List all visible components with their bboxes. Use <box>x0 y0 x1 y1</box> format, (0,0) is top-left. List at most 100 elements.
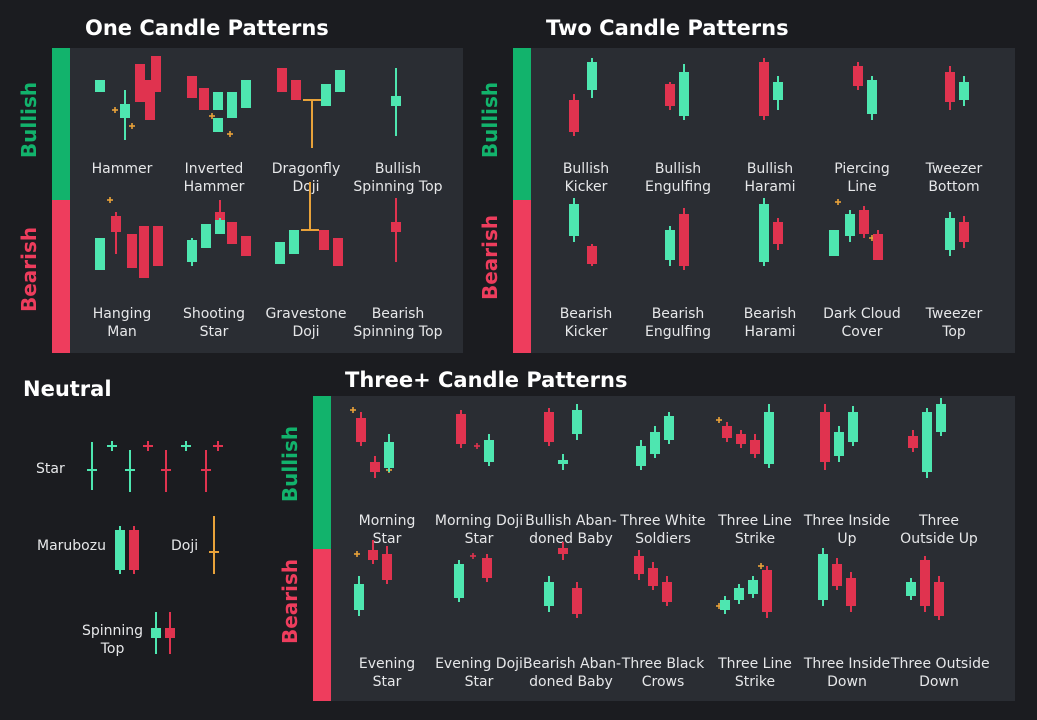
two-bearish-bearish-kicker-candle <box>569 198 579 242</box>
one-bearish-hanging-man-candle <box>111 212 121 254</box>
one-bullish-bullish-spinning-top-label: Bullish Spinning Top <box>353 161 443 195</box>
two-bearish-dark-cloud-cover-label: Dark Cloud Cover <box>823 306 901 340</box>
neutral-star-marker <box>213 441 223 451</box>
one-bullish-dragonfly-doji-candle <box>335 70 345 92</box>
neutral-candle <box>165 612 175 654</box>
three-bullish-morning-doji-star-candle <box>456 410 466 448</box>
three-bullish-morning-doji-star-label: Morning Doji Star <box>434 513 524 547</box>
neutral-candle <box>151 612 161 654</box>
one-bearish-hanging-man-label: Hanging Man <box>92 306 152 340</box>
three-bearish-three-black-crows-candle <box>648 562 658 590</box>
one-bullish-hammer-candle <box>135 64 145 102</box>
one-bearish-gravestone-doji-candle <box>301 182 319 231</box>
three-bearish-evening-star-label: Evening Star <box>358 656 416 690</box>
two-bullish-bullish-kicker-candle <box>587 58 597 98</box>
two-bearish-dark-cloud-cover-icon <box>829 199 883 260</box>
two-bearish-dark-cloud-cover-candle <box>845 210 855 242</box>
three-bearish-three-black-crows-candle <box>662 576 672 606</box>
three-bullish-morning-star-star-marker <box>350 407 356 413</box>
one-bullish-inverted-hammer-star-marker <box>209 113 215 119</box>
three-bearish-evening-doji-star-icon <box>454 553 492 602</box>
three-bearish-evening-doji-star-candle <box>454 560 464 602</box>
three-bullish-morning-star-candle <box>370 456 380 478</box>
two-bullish-bullish-engulfing-icon <box>665 64 689 120</box>
three-bullish-morning-star-label: Morning Star <box>358 513 416 547</box>
two-bullish-label: Bullish <box>478 81 502 159</box>
two-bullish-tweezer-bottom-candle <box>945 66 955 110</box>
one-bullish-dragonfly-doji-candle <box>277 68 287 92</box>
three-bullish-three-white-soldiers-label: Three White Soldiers <box>620 513 706 547</box>
three-bearish-three-line-strike-candle <box>762 566 772 618</box>
three-bullish-three-inside-up-icon <box>820 404 858 470</box>
one-candle-title: One Candle Patterns <box>85 16 329 40</box>
three-bullish-three-outside-up-icon <box>908 398 946 478</box>
one-bullish-dragonfly-doji-icon <box>277 68 345 148</box>
three-bearish-bearish-aban-doned-baby-candle <box>558 542 568 560</box>
one-bearish-band <box>52 200 70 353</box>
two-bearish-bearish-harami-candle <box>773 218 783 250</box>
three-bullish-three-inside-up-candle <box>848 406 858 446</box>
three-bearish-three-inside-down-icon <box>818 548 856 612</box>
one-bearish-shooting-star-label: Shooting Star <box>182 306 246 340</box>
neutral-star-marker <box>107 441 117 451</box>
three-bearish-three-line-strike-star-marker <box>758 563 764 569</box>
three-bearish-three-inside-down-candle <box>818 548 828 606</box>
one-bullish-hammer-candle <box>120 90 130 140</box>
neutral-star-label: Star <box>36 461 65 477</box>
two-bearish-dark-cloud-cover-candle <box>873 230 883 260</box>
one-bullish-hammer-icon <box>95 56 161 140</box>
one-bearish-gravestone-doji-label: Gravestone Doji <box>265 306 347 340</box>
one-bullish-dragonfly-doji-label: Dragonfly Doji <box>271 161 341 195</box>
one-bullish-hammer-star-marker <box>112 107 118 113</box>
one-bearish-gravestone-doji-candle <box>333 238 343 266</box>
one-bearish-gravestone-doji-candle <box>275 242 285 264</box>
three-bullish-three-outside-up-label: Three Outside Up <box>900 513 978 547</box>
three-bearish-three-black-crows-icon <box>634 550 672 606</box>
one-bearish-hanging-man-candle <box>95 238 105 270</box>
one-bullish-inverted-hammer-label: Inverted Hammer <box>183 161 245 195</box>
two-bearish-bearish-engulfing-label: Bearish Engulfing <box>645 306 711 340</box>
three-bearish-three-inside-down-candle <box>846 572 856 612</box>
one-bearish-bearish-spinning-top-label: Bearish Spinning Top <box>353 306 443 340</box>
two-bullish-bullish-harami-label: Bullish Harami <box>744 161 796 195</box>
one-bearish-shooting-star-candle <box>241 236 251 256</box>
two-bearish-tweezer-top-icon <box>945 212 969 256</box>
two-bearish-bearish-engulfing-icon <box>665 208 689 270</box>
three-bullish-band <box>313 396 331 549</box>
one-bullish-hammer-candle <box>151 56 161 92</box>
neutral-candle <box>87 442 97 490</box>
neutral-spinning-top-label: Spinning Top <box>82 623 144 657</box>
three-bearish-three-inside-down-label: Three Inside Down <box>803 656 891 690</box>
neutral-candle <box>125 450 135 492</box>
two-bullish-bullish-kicker-label: Bullish Kicker <box>562 161 610 195</box>
three-bullish-three-inside-up-candle <box>820 404 830 470</box>
three-bearish-three-black-crows-label: Three Black Crows <box>621 656 705 690</box>
one-bearish-label: Bearish <box>17 226 41 312</box>
two-bullish-bullish-engulfing-candle <box>665 82 675 110</box>
two-bullish-bullish-engulfing-label: Bullish Engulfing <box>645 161 711 195</box>
one-bearish-shooting-star-candle <box>187 238 197 266</box>
three-bullish-label: Bullish <box>278 425 302 503</box>
two-bearish-bearish-harami-label: Bearish Harami <box>743 306 797 340</box>
two-bearish-bearish-kicker-candle <box>587 244 597 266</box>
two-bearish-band <box>513 200 531 353</box>
two-bullish-bullish-harami-icon <box>759 58 783 120</box>
two-bullish-band <box>513 48 531 200</box>
three-bullish-three-inside-up-candle <box>834 426 844 462</box>
three-bearish-bearish-aban-doned-baby-label: Bearish Aban- doned Baby <box>523 656 622 690</box>
one-bullish-inverted-hammer-candle <box>213 118 223 132</box>
two-bearish-dark-cloud-cover-star-marker <box>835 199 841 205</box>
one-bullish-bullish-spinning-top-icon <box>391 68 401 136</box>
three-bearish-bearish-aban-doned-baby-candle <box>572 582 582 618</box>
two-bearish-dark-cloud-cover-candle <box>829 230 839 256</box>
three-bullish-three-line-strike-star-marker <box>716 417 722 423</box>
neutral-candle <box>115 526 125 574</box>
three-bearish-evening-star-icon <box>354 540 392 616</box>
three-bullish-three-inside-up-label: Three Inside Up <box>803 513 891 547</box>
three-bullish-three-outside-up-candle <box>922 408 932 478</box>
one-bearish-shooting-star-icon <box>187 200 251 266</box>
one-bullish-inverted-hammer-candle <box>199 88 209 110</box>
three-bearish-three-line-strike-candle <box>720 596 730 614</box>
three-bullish-three-white-soldiers-candle <box>636 440 646 470</box>
two-bullish-tweezer-bottom-icon <box>945 66 969 110</box>
